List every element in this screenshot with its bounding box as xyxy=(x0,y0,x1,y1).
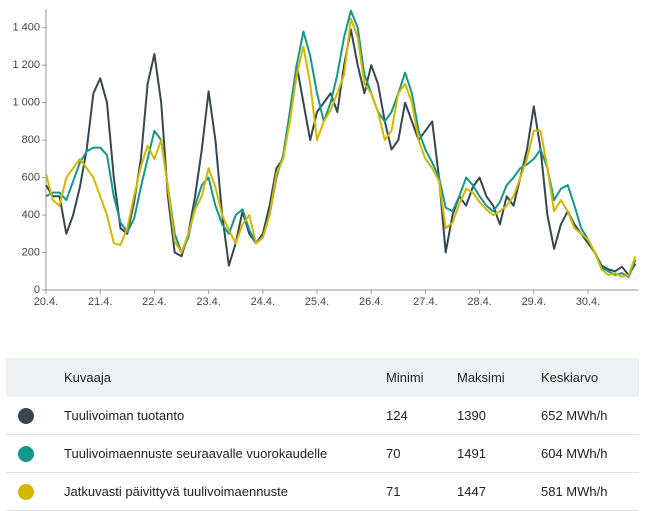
y-tick-label: 200 xyxy=(22,246,40,258)
header-cell: Keskiarvo xyxy=(541,358,639,397)
x-tick-label: 26.4. xyxy=(359,296,383,308)
y-tick-label: 600 xyxy=(22,172,40,184)
x-tick-label: 23.4. xyxy=(196,296,220,308)
table-row: Tuulivoiman tuotanto 124 1390 652 MWh/h xyxy=(6,397,639,435)
cell: 604 MWh/h xyxy=(541,434,639,473)
cell: 1491 xyxy=(457,434,541,473)
table-row: Jatkuvasti päivittyvä tuulivoimaennuste 7… xyxy=(6,472,639,511)
cell: 581 MWh/h xyxy=(541,472,639,511)
y-tick-label: 1 400 xyxy=(12,22,40,34)
cell: 652 MWh/h xyxy=(541,397,639,435)
cell: Tuulivoiman tuotanto xyxy=(64,397,386,435)
header-cell: Maksimi xyxy=(457,358,541,397)
x-tick-label: 27.4. xyxy=(413,296,437,308)
header-cell xyxy=(6,358,64,397)
cell: 70 xyxy=(386,434,457,473)
y-tick-label: 1 000 xyxy=(12,97,40,109)
cell: 71 xyxy=(386,472,457,511)
cell: Tuulivoimaennuste seuraavalle vuorokaude… xyxy=(64,434,386,473)
legend-dot xyxy=(18,445,34,462)
chart: 0 200 400 600 800 1 000 1 200 1 400 20.4. 21.4. 22… xyxy=(12,9,639,308)
cell: 1390 xyxy=(457,397,541,435)
y-tick-label: 400 xyxy=(22,209,40,221)
legend-table: Kuvaaja Minimi Maksimi Keskiarvo Tuulivo… xyxy=(6,358,639,511)
header-cell: Kuvaaja xyxy=(64,358,386,397)
x-tick-label: 24.4. xyxy=(251,296,275,308)
cell: Jatkuvasti päivittyvä tuulivoimaennuste xyxy=(64,472,386,511)
x-tick-label: 20.4. xyxy=(34,296,58,308)
table-row: Tuulivoimaennuste seuraavalle vuorokaude… xyxy=(6,434,639,473)
x-tick-label: 28.4. xyxy=(467,296,491,308)
legend-dot xyxy=(18,407,34,424)
x-tick-label: 21.4. xyxy=(88,296,112,308)
x-tick-label: 29.4. xyxy=(522,296,546,308)
x-tick-label: 22.4. xyxy=(142,296,166,308)
x-tick-label: 30.4. xyxy=(576,296,600,308)
y-tick-label: 0 xyxy=(34,284,40,296)
legend-dot xyxy=(18,483,34,500)
y-tick-label: 1 200 xyxy=(12,59,40,71)
series-line xyxy=(45,17,637,278)
header-cell: Minimi xyxy=(386,358,457,397)
table-header: Kuvaaja Minimi Maksimi Keskiarvo xyxy=(6,358,639,397)
series-line xyxy=(45,9,637,278)
cell: 124 xyxy=(386,397,457,435)
cell: 1447 xyxy=(457,472,541,511)
x-tick-label: 25.4. xyxy=(305,296,329,308)
series-line xyxy=(45,28,637,276)
y-tick-label: 800 xyxy=(22,134,40,146)
